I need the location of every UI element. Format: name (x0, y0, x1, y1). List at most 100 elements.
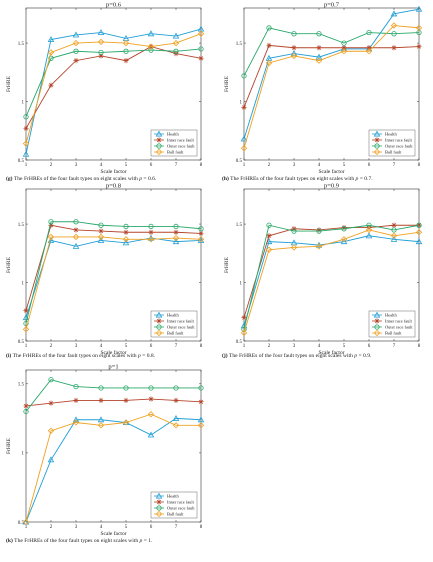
data-point (266, 222, 272, 228)
data-point (341, 45, 347, 51)
legend-marker (374, 318, 380, 324)
series-line (25, 413, 201, 523)
data-point (172, 234, 180, 242)
data-point (147, 431, 155, 438)
y-axis-label: FrHRE (6, 437, 12, 454)
data-point (148, 396, 154, 402)
data-point (265, 59, 273, 67)
series-line (243, 224, 419, 318)
data-point (123, 385, 129, 391)
data-point (198, 226, 204, 232)
x-tick-label: 6 (150, 163, 153, 168)
legend-marker (156, 318, 162, 324)
series-outer-race-fault (23, 219, 204, 327)
data-point (48, 400, 54, 406)
data-point (197, 416, 205, 423)
data-point (172, 414, 180, 421)
caption-h-letter: (h) (222, 176, 229, 182)
data-point (365, 226, 373, 234)
data-point (341, 40, 347, 46)
data-point (123, 58, 129, 64)
data-point (173, 223, 179, 230)
legend-marker (156, 505, 162, 511)
x-tick-label: 1 (25, 344, 28, 349)
y-tick-label: 1.5 (236, 42, 243, 47)
caption-k-text: The FrHREs of the four fault types on ei… (14, 538, 140, 544)
caption-g-letter: (g) (6, 176, 13, 182)
x-tick-label: 2 (268, 344, 271, 349)
data-point (22, 326, 30, 333)
data-point (390, 10, 398, 17)
y-tick-label: 1.5 (18, 223, 25, 228)
x-tick-label: 3 (75, 344, 78, 349)
data-point (316, 227, 322, 233)
series-line (25, 398, 202, 407)
legend-marker (156, 499, 162, 505)
caption-j-letter: (j) (222, 353, 228, 359)
y-axis-label: FrHRE (6, 75, 12, 92)
legend-label: Ball fault (167, 150, 184, 155)
x-tick-label: 5 (343, 344, 346, 349)
data-point (198, 385, 204, 391)
caption-h-text: The FrHREs of the four fault types on ei… (230, 176, 356, 182)
legend-marker (155, 510, 163, 518)
x-axis-label: Scale factor (100, 530, 126, 537)
data-point (72, 31, 80, 38)
x-tick-label: 8 (200, 344, 203, 349)
x-tick-label: 6 (368, 344, 371, 349)
data-point (22, 140, 30, 147)
x-tick-label: 3 (75, 525, 78, 530)
x-tick-label: 6 (150, 344, 153, 349)
caption-g-text: The FrHREs of the four fault types on ei… (13, 176, 140, 182)
x-axis-label: Scale factor (100, 168, 126, 175)
caption-i-letter: (i) (6, 353, 12, 359)
caption-g: (g) The FrHREs of the four fault types o… (6, 176, 156, 182)
caption-j: (j) The FrHREs of the four fault types o… (222, 353, 371, 359)
data-point (47, 456, 55, 463)
data-point (340, 236, 348, 243)
x-tick-label: 7 (175, 344, 178, 349)
x-tick-label: 3 (293, 163, 296, 168)
chart-title: p=0.6 (106, 2, 122, 9)
data-point (48, 219, 54, 225)
data-point (173, 229, 179, 235)
data-point (123, 48, 129, 54)
series-ball-fault (22, 233, 205, 333)
data-point (98, 385, 104, 391)
y-tick-label: 0.5 (18, 340, 25, 345)
x-tick-label: 5 (343, 163, 346, 168)
series-ball-fault (22, 30, 205, 147)
legend-label: Inner race fault (167, 500, 195, 505)
panel-i: p=0.8 1 2 3 4 5 6 7 8 0.5 1 1.5 Scale factor FrHRE Hea… (0, 181, 215, 381)
data-point (147, 30, 155, 37)
y-tick-label: 1.5 (18, 383, 25, 388)
series-line (25, 46, 202, 129)
legend-marker (373, 311, 381, 318)
caption-g-value: = 0.6. (142, 176, 157, 182)
data-point (147, 43, 155, 50)
data-point (47, 36, 55, 43)
data-point (23, 114, 29, 120)
series-outer-race-fault (23, 46, 204, 120)
data-point (148, 223, 154, 230)
legend-label: Outer race fault (167, 144, 195, 149)
data-point (173, 48, 179, 54)
series-line (25, 237, 202, 318)
legend-marker (155, 492, 163, 499)
data-point (241, 104, 247, 110)
data-point (122, 236, 130, 243)
data-point (315, 243, 323, 250)
data-point (416, 222, 422, 228)
data-point (390, 232, 398, 239)
data-point (266, 233, 272, 239)
series-outer-race-fault (241, 25, 422, 79)
series-inner-race-fault (23, 396, 204, 409)
panel-h: p=0.7 1 2 3 4 5 6 7 8 0.5 1 1.5 Scale factor FrHRE Hea… (218, 0, 433, 200)
caption-i-value: = 0.8. (140, 353, 156, 359)
data-point (122, 39, 130, 47)
x-tick-label: 7 (175, 525, 178, 530)
caption-i: (i) The FrHREs of the four fault types o… (6, 353, 155, 359)
y-tick-label: 1.5 (18, 42, 25, 47)
